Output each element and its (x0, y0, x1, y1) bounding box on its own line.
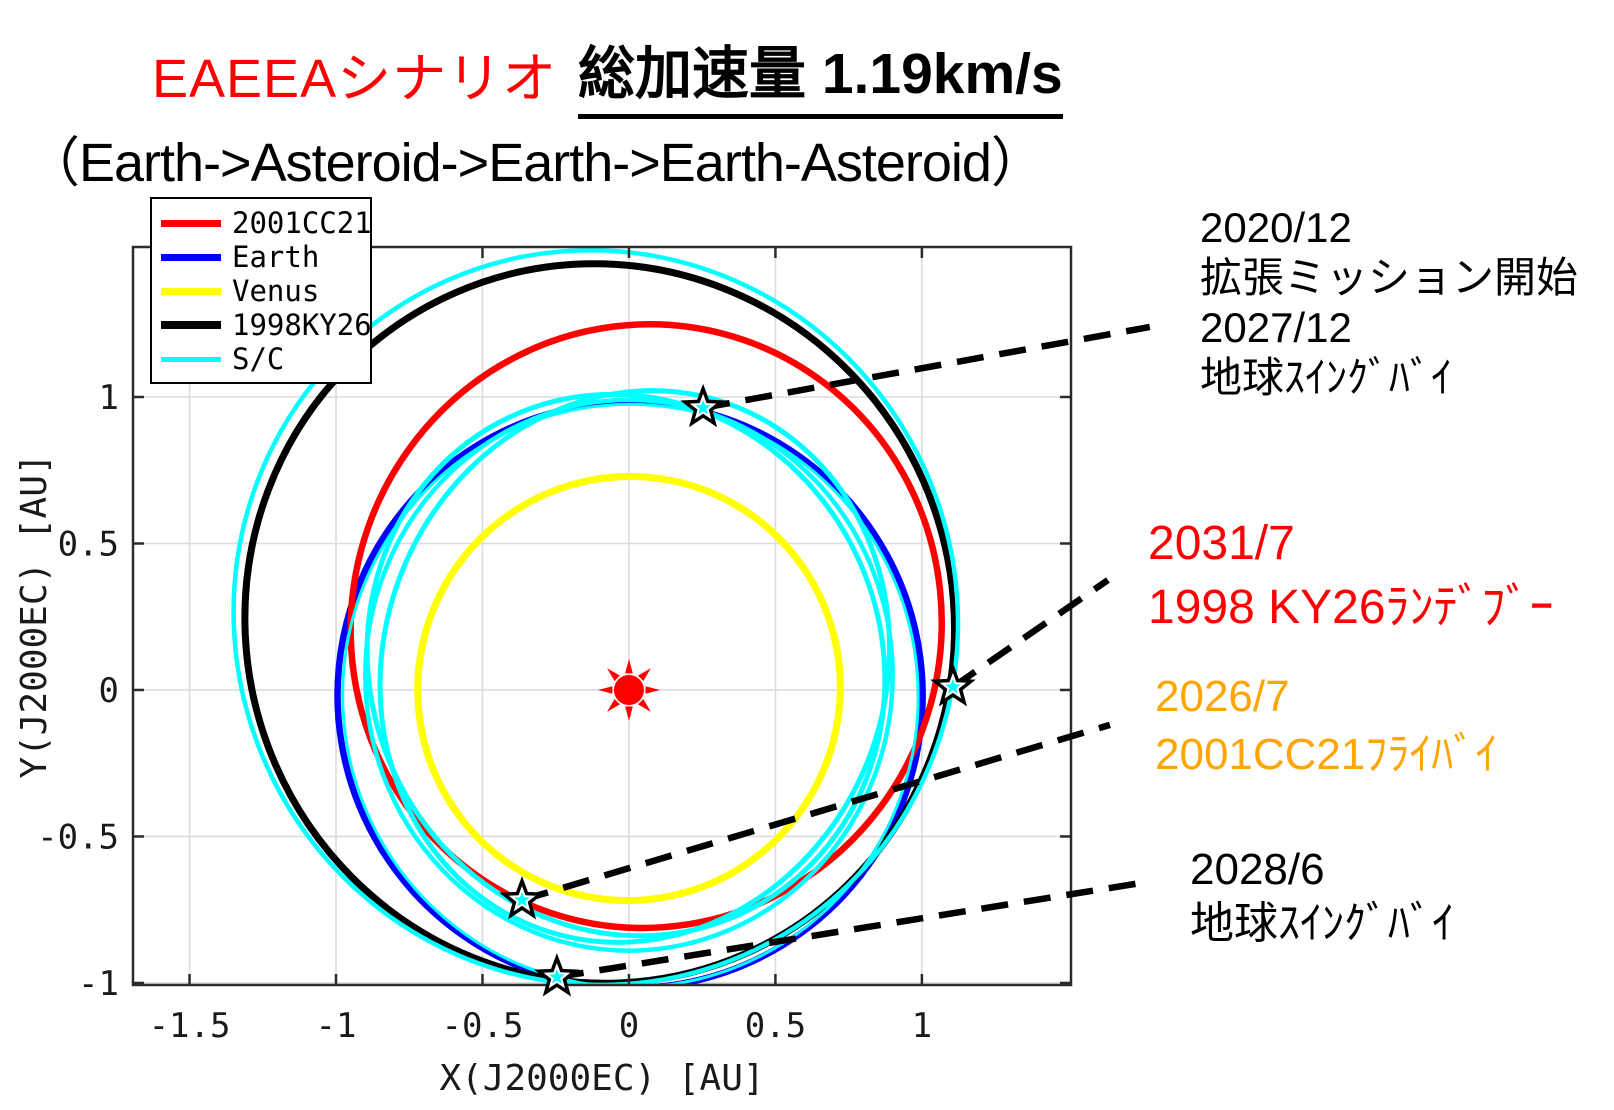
annotation-line: 1998 KY26ﾗﾝﾃﾞﾌﾞｰ (1148, 581, 1554, 634)
x-tick-label: -0.5 (442, 1006, 524, 1046)
legend-entry-1998ky26: 1998KY26 (161, 308, 372, 342)
annotation-ky26-rendezvous: 2031/7 1998 KY26ﾗﾝﾃﾞﾌﾞｰ (1148, 512, 1554, 640)
x-tick-label: 0 (619, 1006, 639, 1046)
legend-line-sample (161, 321, 221, 329)
annotation-line: 2028/6 (1190, 845, 1325, 894)
annotation-line: 2001CC21ﾌﾗｲﾊﾞｲ (1155, 730, 1498, 779)
annotation-line: 地球ｽｲﾝｸﾞﾊﾞｲ (1190, 899, 1454, 948)
annotation-leader-lines (521, 323, 1151, 981)
axis-ticks (133, 247, 1071, 985)
legend-line-sample (161, 356, 221, 362)
x-tick-label: -1 (316, 1006, 357, 1046)
legend-label: Earth (232, 240, 320, 274)
annotation-line: 2020/12 (1200, 204, 1352, 251)
orbit-s-c-earth-loop (341, 402, 920, 985)
orbit-venus (414, 472, 844, 905)
event-star-marker-inner (549, 969, 565, 984)
y-axis-label: Y(J2000EC) [AU] (14, 453, 55, 778)
legend-entry-s-c: S/C (161, 342, 370, 376)
scenario-title: EAEEAシナリオ (152, 49, 558, 109)
y-tick-label: 1 (99, 378, 119, 418)
y-tick-label: 0.5 (58, 524, 119, 564)
annotation-mission-start-and-swingby: 2020/12 拡張ミッション開始 2027/12 地球ｽｲﾝｸﾞﾊﾞｲ (1200, 203, 1578, 403)
legend-label: S/C (232, 342, 285, 376)
total-acceleration-title: 総加速量 1.19km/s (578, 28, 1063, 119)
event-star-marker-inner (514, 892, 530, 907)
annotation-line: 2027/12 (1200, 304, 1352, 351)
annotation-cc21-flyby: 2026/7 2001CC21ﾌﾗｲﾊﾞｲ (1155, 668, 1497, 784)
legend-entry-earth: Earth (161, 240, 370, 274)
annotation-line: 地球ｽｲﾝｸﾞﾊﾞｲ (1200, 354, 1453, 401)
legend-line-sample (161, 287, 221, 295)
tick-labels: -1.5 -1 -0.5 0 0.5 1 1 0.5 0 -0.5 -1 (37, 378, 932, 1046)
scenario-subtitle: （Earth->Asteroid->Earth->Earth-Asteroid） (26, 133, 1045, 193)
x-tick-label: 1 (912, 1006, 932, 1046)
legend-label: 1998KY26 (232, 308, 372, 342)
x-axis-label: X(J2000EC) [AU] (439, 1058, 764, 1099)
leader-line (521, 721, 1111, 904)
legend-entry-venus: Venus (161, 274, 370, 308)
legend-label: Venus (232, 274, 320, 308)
orbit-s-c-loop-4 (363, 397, 895, 953)
x-tick-label: 0.5 (745, 1006, 806, 1046)
y-tick-label: -1 (78, 964, 119, 1004)
leader-line (702, 323, 1151, 412)
legend-entry-2001cc21: 2001CC21 (161, 206, 372, 240)
leader-line (556, 878, 1149, 981)
legend: 2001CC21 Earth Venus 1998KY26 S/C (150, 197, 372, 384)
y-tick-label: -0.5 (37, 817, 119, 857)
event-star-marker-inner (695, 399, 711, 415)
sun-disc (613, 674, 644, 705)
sun-rays (598, 659, 660, 721)
legend-label: 2001CC21 (232, 206, 372, 240)
annotation-line: 2026/7 (1155, 672, 1290, 721)
event-star-markers (499, 383, 976, 997)
annotation-line: 拡張ミッション開始 (1200, 254, 1579, 301)
legend-line-sample (161, 219, 221, 227)
event-star-marker-inner (945, 679, 961, 694)
annotation-earth-swingby-2028: 2028/6 地球ｽｲﾝｸﾞﾊﾞｲ (1190, 843, 1454, 951)
annotation-line: 2031/7 (1148, 517, 1295, 570)
leader-line (951, 577, 1110, 690)
sun-icon (598, 659, 660, 721)
axes-box (131, 245, 1073, 987)
y-tick-label: 0 (99, 671, 119, 711)
x-tick-label: -1.5 (149, 1006, 231, 1046)
orbit-2001cc21 (347, 321, 945, 932)
legend-line-sample (161, 253, 221, 261)
